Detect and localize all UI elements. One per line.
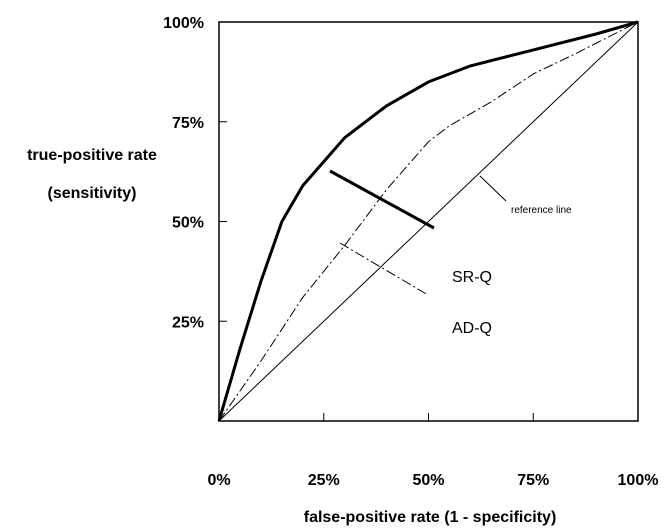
y-tick-label: 75% [172, 115, 204, 132]
x-axis-title: false-positive rate (1 - specificity) [304, 509, 557, 526]
ad-q-label: AD-Q [452, 320, 492, 337]
reference-line-label: reference line [511, 205, 572, 216]
x-tick-label: 0% [207, 472, 230, 489]
y-axis-title-line2: (sensitivity) [48, 185, 137, 202]
sr-q-label: SR-Q [452, 269, 492, 286]
y-tick-label: 50% [172, 215, 204, 232]
x-axis-ticks: 0% 25% 50% 75% 100% [207, 413, 658, 489]
y-axis-ticks: 25% 50% 75% 100% [163, 15, 227, 331]
y-tick-label: 25% [172, 314, 204, 331]
series-ad-q [218, 21, 639, 422]
x-tick-label: 25% [308, 472, 340, 489]
reference-line-leader [479, 175, 507, 202]
x-tick-label: 75% [517, 472, 549, 489]
y-tick-label: 100% [163, 15, 204, 32]
ad-q-leader [339, 242, 429, 296]
y-axis-title-line1: true-positive rate [27, 147, 157, 164]
series-sr-q [217, 20, 639, 422]
series-layer [217, 20, 639, 422]
x-tick-label: 100% [618, 472, 659, 489]
sr-q-leader [329, 169, 435, 230]
series-reference-line [218, 21, 639, 422]
x-tick-label: 50% [412, 472, 444, 489]
